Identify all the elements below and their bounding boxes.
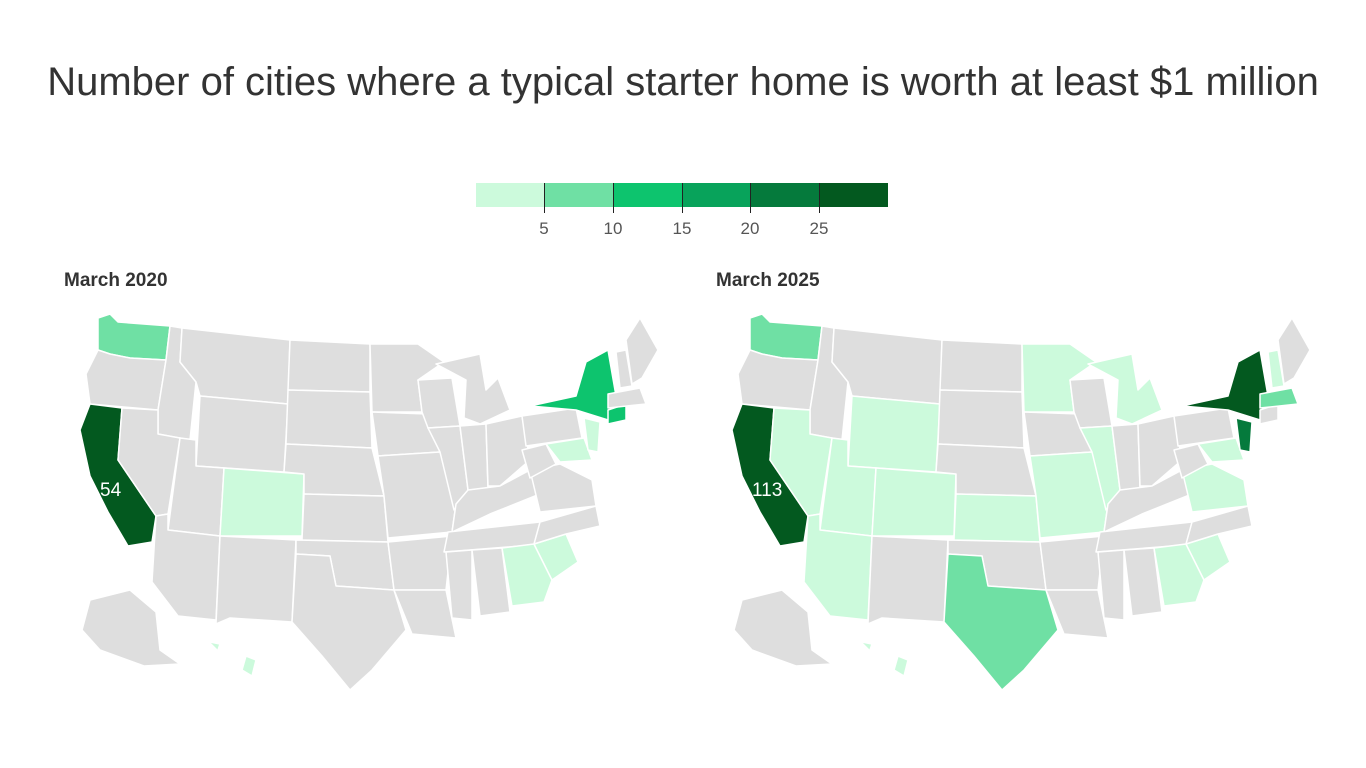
state-south-dakota [937, 389, 1025, 449]
state-alabama [1123, 547, 1163, 617]
state-alaska [81, 589, 181, 667]
legend-swatch-15-20 [682, 183, 751, 207]
legend-label-25: 25 [809, 219, 829, 238]
legend-tick-10 [613, 183, 614, 213]
state-montana [831, 327, 943, 405]
state-value-label: 54 [100, 480, 122, 501]
state-maine [1277, 317, 1311, 385]
state-maine [625, 317, 659, 385]
state-mississippi [1097, 549, 1125, 621]
state-wyoming [195, 395, 289, 473]
state-west-virginia [521, 443, 557, 479]
state-value-label: 113 [752, 480, 782, 501]
state-new-jersey [583, 417, 601, 453]
state-alaska [733, 589, 833, 667]
legend-tick-5 [544, 183, 545, 213]
state-north-carolina [1185, 505, 1253, 545]
legend-tick-20 [750, 183, 751, 213]
state-massachusetts [1259, 387, 1299, 409]
state-nevada [769, 407, 833, 517]
legend-swatch-25-plus [819, 183, 889, 207]
state-arkansas [1039, 535, 1105, 591]
state-kentucky [451, 469, 541, 533]
color-legend: 5 10 15 20 25 [476, 183, 889, 243]
state-louisiana [393, 589, 457, 639]
state-north-dakota [287, 339, 371, 393]
legend-label-10: 10 [603, 219, 623, 238]
state-hawaii [209, 641, 257, 677]
state-texas [943, 553, 1059, 690]
legend-tick-25 [819, 183, 820, 213]
state-georgia [501, 543, 553, 607]
state-michigan [435, 353, 511, 425]
legend-label-5: 5 [539, 219, 549, 238]
chart-title: Number of cities where a typical starter… [47, 60, 1319, 104]
state-michigan [1087, 353, 1163, 425]
map-title-2025: March 2025 [716, 270, 820, 291]
state-oregon [737, 349, 819, 411]
state-louisiana [1045, 589, 1109, 639]
state-arkansas [387, 535, 453, 591]
state-texas [291, 553, 407, 690]
state-kansas [301, 493, 389, 543]
state-new-york [1181, 349, 1269, 421]
state-georgia [1153, 543, 1205, 607]
state-new-hampshire [615, 349, 633, 389]
us-map-2025: 113 [731, 313, 1311, 690]
state-ohio [485, 415, 531, 487]
state-mississippi [445, 549, 473, 621]
state-north-dakota [939, 339, 1023, 393]
legend-bar [476, 183, 889, 207]
legend-swatch-5-10 [544, 183, 614, 207]
state-maryland [1197, 437, 1245, 463]
state-montana [179, 327, 291, 405]
state-north-carolina [533, 505, 601, 545]
state-hawaii [861, 641, 909, 677]
state-kansas [953, 493, 1041, 543]
state-kentucky [1103, 469, 1193, 533]
state-new-mexico [215, 535, 297, 625]
legend-swatch-0-5 [476, 183, 545, 207]
legend-tick-15 [682, 183, 683, 213]
state-alabama [471, 547, 511, 617]
state-oregon [85, 349, 167, 411]
state-new-york [529, 349, 617, 421]
state-colorado [871, 467, 957, 537]
state-maryland [545, 437, 593, 463]
state-nevada [117, 407, 181, 517]
legend-label-20: 20 [740, 219, 760, 238]
state-west-virginia [1173, 443, 1209, 479]
state-colorado [219, 467, 305, 537]
legend-swatch-10-15 [613, 183, 683, 207]
legend-label-15: 15 [672, 219, 692, 238]
legend-swatch-20-25 [750, 183, 820, 207]
map-title-2020: March 2020 [64, 270, 168, 291]
state-new-jersey [1235, 417, 1253, 453]
state-new-mexico [867, 535, 949, 625]
state-massachusetts [607, 387, 647, 409]
state-new-hampshire [1267, 349, 1285, 389]
state-wyoming [847, 395, 941, 473]
state-south-dakota [285, 389, 373, 449]
us-map-2020: 54 [79, 313, 659, 690]
state-ohio [1137, 415, 1183, 487]
